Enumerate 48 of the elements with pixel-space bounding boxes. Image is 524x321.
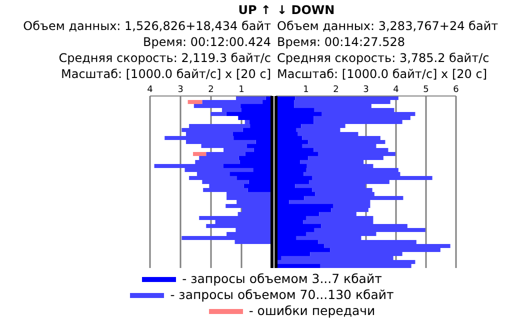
bar	[276, 260, 416, 264]
bar	[276, 192, 316, 196]
text: Объем данных: 3,283,767+24 байт	[277, 18, 500, 34]
x-tick-label: 2	[333, 85, 339, 95]
x-tick-label: 4	[393, 85, 400, 95]
bar	[199, 216, 272, 220]
bar	[276, 120, 314, 124]
bar	[230, 172, 272, 176]
legend-label: - ошибки передачи	[248, 303, 376, 319]
text: Время: 00:12:00.424	[142, 34, 271, 50]
bar	[306, 216, 374, 220]
text: Средняя скорость: 3,785.2 байт/с	[277, 50, 490, 66]
bar	[276, 248, 330, 252]
bar	[224, 164, 272, 168]
chart-title: ↓ DOWN	[277, 2, 336, 18]
bar	[193, 152, 206, 156]
bar	[246, 144, 272, 148]
chart-title: UP ↑	[237, 2, 271, 18]
bar	[240, 104, 272, 108]
text: Объем данных: 1,526,826+18,434 байт	[22, 18, 271, 34]
x-tick-label: 1	[238, 85, 244, 95]
bar	[276, 180, 310, 184]
x-tick-label: 6	[453, 85, 460, 95]
bar	[276, 204, 333, 208]
bar	[276, 264, 320, 268]
bar	[248, 188, 272, 192]
bar	[226, 112, 272, 116]
x-tick-label: 2	[208, 85, 214, 95]
bar	[306, 168, 398, 172]
bar	[226, 204, 272, 208]
x-tick-label: 3	[178, 85, 184, 95]
x-tick-label: 4	[147, 85, 154, 95]
legend-label: - запросы объемом 70...130 кбайт	[170, 287, 394, 303]
x-tick-label: 5	[423, 85, 429, 95]
bar	[276, 148, 314, 152]
bar	[206, 224, 272, 228]
text: Средняя скорость: 2,119.3 байт/с	[58, 50, 271, 66]
bar	[188, 100, 202, 104]
text: Время: 00:14:27.528	[277, 34, 406, 50]
text: Масштаб: [1000.0 байт/с] x [20 с]	[60, 66, 271, 82]
x-tick-label: 1	[303, 85, 309, 95]
bar	[276, 188, 312, 192]
bar	[276, 224, 322, 228]
text: Масштаб: [1000.0 байт/с] x [20 с]	[277, 66, 488, 82]
bar	[234, 136, 272, 140]
legend-label: - запросы объемом 3...7 кбайт	[182, 271, 382, 287]
bar	[182, 236, 272, 240]
x-tick-label: 3	[363, 85, 369, 95]
